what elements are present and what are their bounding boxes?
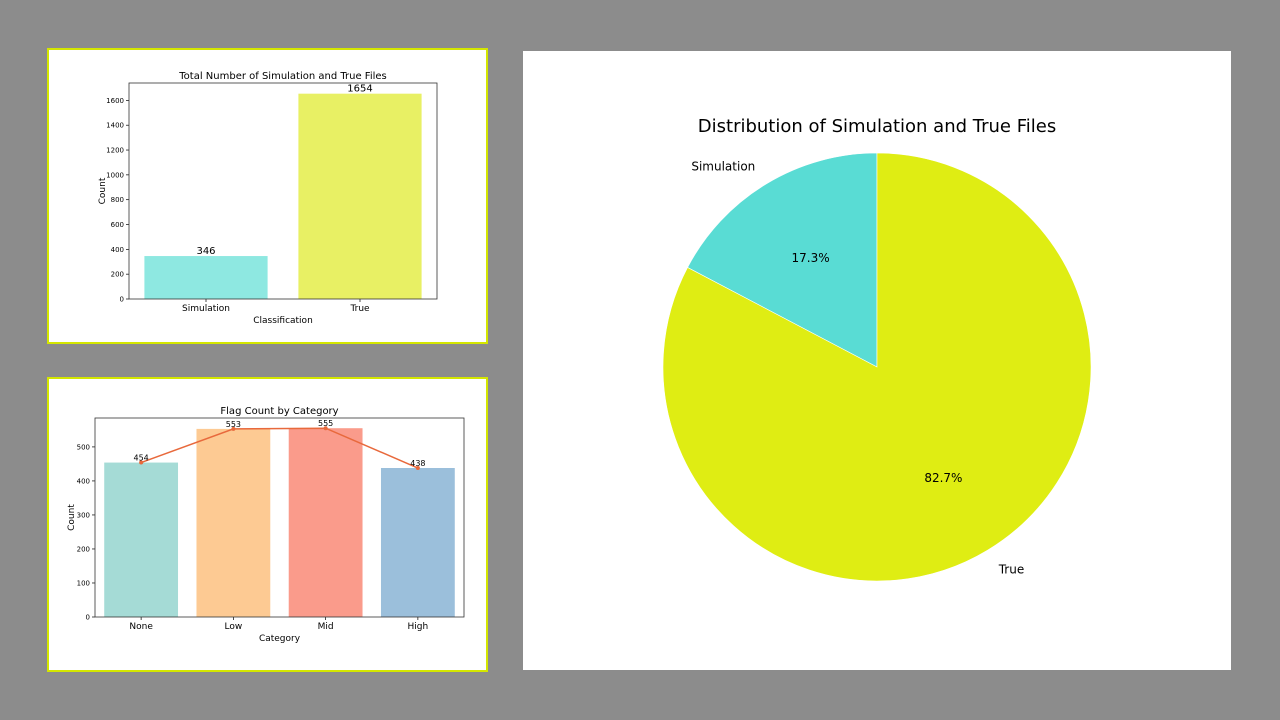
files-y-axis-label: Count (98, 177, 108, 204)
files-ytick-label: 600 (111, 221, 124, 229)
flags-ytick-label: 0 (86, 614, 90, 622)
flags-xtick-label: Low (225, 622, 243, 632)
files-title: Total Number of Simulation and True File… (178, 71, 387, 82)
flags-trend-point (231, 426, 236, 431)
files-plot-frame (128, 82, 438, 300)
flags-trend-line (140, 427, 419, 469)
flags-ytick-label: 200 (77, 545, 90, 553)
files-data-label: 1654 (347, 84, 372, 95)
files-ytick-label: 1000 (106, 171, 124, 179)
total-files-chart-panel: Total Number of Simulation and True File… (47, 48, 488, 344)
flags-ytick-label: 300 (77, 511, 90, 519)
flags-bar-mid (288, 428, 363, 617)
distribution-pie-chart: Distribution of Simulation and True File… (662, 116, 1092, 582)
flags-xtick-label: None (129, 622, 153, 632)
pie-title: Distribution of Simulation and True File… (698, 116, 1056, 137)
flags-data-label: 553 (226, 420, 241, 429)
pie-slice-true (662, 152, 1092, 582)
flags-trend-point (139, 460, 144, 465)
flags-x-axis-label: Category (259, 634, 301, 644)
flags-bar-none (104, 462, 179, 617)
flag-count-chart-panel: Flag Count by Category 0 100 200 300 400 500 No… (47, 377, 488, 672)
files-ytick-label: 0 (120, 296, 124, 304)
files-ytick-label: 1200 (106, 147, 124, 155)
flags-data-label: 438 (410, 459, 425, 468)
total-files-bar-chart: Total Number of Simulation and True File… (98, 71, 438, 326)
flags-ytick-label: 500 (77, 443, 90, 451)
files-ytick-label: 1400 (106, 122, 124, 130)
files-ytick-label: 1600 (106, 97, 124, 105)
files-bar-simulation (144, 256, 268, 299)
flags-bar-high (380, 468, 455, 617)
flags-xtick-label: Mid (318, 622, 334, 632)
flag-count-bar-chart: Flag Count by Category 0 100 200 300 400 500 No… (67, 406, 465, 644)
pie-label-true: True (998, 562, 1025, 576)
flags-bar-low (196, 428, 271, 617)
files-bar-true (298, 93, 422, 299)
flags-title: Flag Count by Category (220, 406, 338, 417)
flags-y-axis-label: Count (67, 504, 77, 531)
pie-pct-simulation: 17.3% (792, 251, 830, 265)
files-x-axis-label: Classification (253, 316, 313, 326)
files-ytick-label: 800 (111, 196, 124, 204)
flags-trend-point (415, 466, 420, 471)
flags-data-label: 454 (133, 454, 148, 463)
pie-slice-simulation (687, 152, 878, 368)
pie-label-simulation: Simulation (691, 160, 755, 174)
flags-trend-point (323, 426, 328, 431)
flags-data-label: 555 (318, 419, 333, 428)
flags-plot-frame (94, 417, 465, 618)
distribution-pie-chart-panel: Distribution of Simulation and True File… (523, 51, 1231, 670)
files-data-label: 346 (196, 246, 215, 257)
flags-ytick-label: 400 (77, 477, 90, 485)
files-xtick-label: True (349, 304, 370, 314)
files-ytick-label: 400 (111, 246, 124, 254)
files-xtick-label: Simulation (182, 304, 230, 314)
pie-pct-true: 82.7% (924, 471, 962, 485)
flags-xtick-label: High (408, 622, 429, 632)
flags-ytick-label: 100 (77, 579, 90, 587)
files-ytick-label: 200 (111, 271, 124, 279)
